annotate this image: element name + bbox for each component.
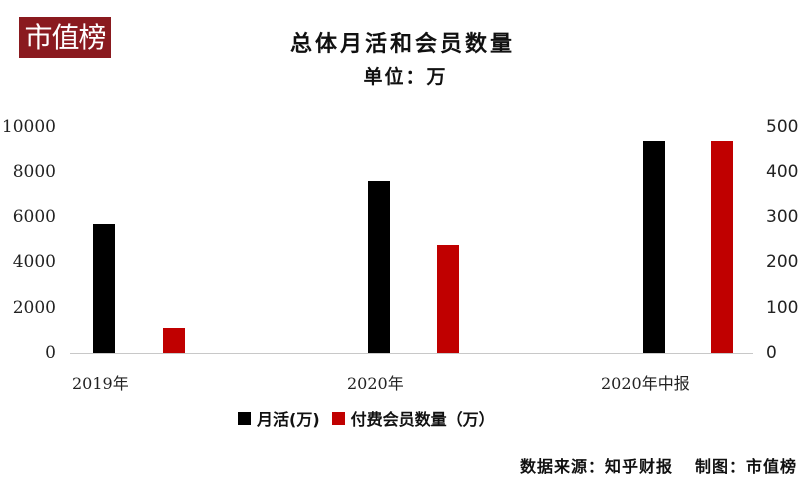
left-tick: 4000 xyxy=(12,252,56,272)
left-tick: 6000 xyxy=(12,207,56,227)
legend-item-members: 付费会员数量（万） xyxy=(331,406,495,430)
footer-credits: 数据来源：知乎财报 制图：市值榜 xyxy=(520,453,797,477)
x-category-label: 2020年 xyxy=(347,374,404,393)
bar-mau xyxy=(368,181,390,353)
data-source: 数据来源：知乎财报 xyxy=(519,457,673,476)
chart-title: 总体月活和会员数量 xyxy=(0,26,811,58)
left-tick: 0 xyxy=(45,343,56,363)
x-category-label: 2020年中报 xyxy=(601,374,690,393)
chart-title-text: 总体月活和会员数量 xyxy=(289,32,515,57)
bar-members xyxy=(437,244,459,353)
right-tick: 0 xyxy=(766,343,777,363)
x-axis-line xyxy=(70,353,753,354)
left-tick: 8000 xyxy=(12,162,56,182)
right-tick: 400 xyxy=(766,162,799,182)
legend-item-mau: 月活(万) xyxy=(238,406,320,430)
right-tick: 100 xyxy=(766,298,799,318)
bar-mau xyxy=(643,140,665,353)
right-tick: 200 xyxy=(766,252,799,272)
left-tick: 2000 xyxy=(12,298,56,318)
right-tick: 300 xyxy=(766,207,799,227)
chart-subtitle: 单位：万 xyxy=(363,66,448,88)
legend: 月活(万) 付费会员数量（万） xyxy=(238,406,507,430)
brand-logo: 市值榜 xyxy=(19,17,111,58)
legend-label: 月活(万) xyxy=(257,410,320,429)
legend-swatch-black xyxy=(238,411,251,425)
bar-mau xyxy=(93,224,115,353)
right-tick: 500 xyxy=(766,117,799,137)
bar-members xyxy=(711,140,733,353)
chart-credit: 制图：市值榜 xyxy=(694,457,797,476)
bar-members xyxy=(163,328,185,353)
x-category-label: 2019年 xyxy=(72,374,129,393)
legend-label: 付费会员数量（万） xyxy=(350,410,495,429)
left-tick: 10000 xyxy=(1,117,56,137)
legend-swatch-red xyxy=(331,411,345,425)
